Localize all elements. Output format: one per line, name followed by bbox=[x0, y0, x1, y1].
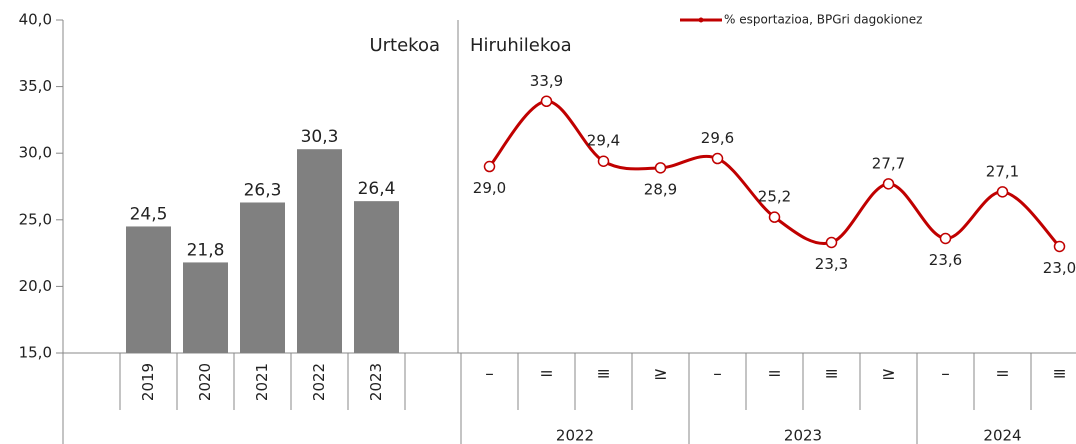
y-tick-label: 20,0 bbox=[19, 277, 52, 295]
marker bbox=[597, 155, 610, 167]
x-tick-label: = bbox=[995, 364, 1009, 384]
group-label: 2024 bbox=[983, 427, 1021, 444]
x-tick-label: ≥ bbox=[881, 364, 895, 384]
marker bbox=[711, 152, 724, 165]
x-tick-label: = bbox=[767, 364, 781, 384]
data-label: 26,3 bbox=[244, 180, 282, 200]
y-tick-label: 35,0 bbox=[19, 77, 52, 95]
x-tick-label: ≡ bbox=[1052, 364, 1066, 384]
x-tick-label: ≡ bbox=[824, 364, 838, 384]
bar bbox=[354, 201, 399, 353]
data-label: 21,8 bbox=[187, 240, 225, 260]
x-tick-label: 2020 bbox=[196, 363, 214, 401]
legend-label: % esportazioa, BPGri dagokionez bbox=[724, 13, 922, 27]
marker bbox=[483, 160, 496, 173]
y-tick-label: 25,0 bbox=[19, 210, 52, 228]
x-tick-label: ≡ bbox=[596, 364, 610, 384]
bar bbox=[126, 226, 171, 353]
x-tick-label: 2023 bbox=[367, 363, 385, 401]
y-tick-label: 40,0 bbox=[19, 11, 52, 29]
group-label: 2022 bbox=[556, 427, 594, 444]
marker bbox=[939, 232, 952, 245]
data-label: 29,4 bbox=[587, 132, 620, 150]
x-tick-label: – bbox=[941, 364, 950, 384]
data-label: 29,6 bbox=[701, 129, 734, 147]
data-label: 28,9 bbox=[644, 180, 677, 198]
data-label: 27,7 bbox=[872, 154, 905, 172]
y-tick-label: 15,0 bbox=[19, 344, 52, 362]
x-tick-label: 2022 bbox=[310, 363, 328, 401]
x-tick-label: 2019 bbox=[139, 363, 157, 401]
data-label: 24,5 bbox=[130, 204, 168, 224]
x-tick-label: = bbox=[539, 364, 553, 384]
annotation: Urtekoa bbox=[369, 35, 440, 56]
data-label: 23,3 bbox=[815, 255, 848, 273]
marker bbox=[768, 211, 781, 223]
legend-marker bbox=[698, 17, 704, 23]
x-tick-label: – bbox=[485, 364, 494, 384]
data-label: 23,6 bbox=[929, 251, 962, 269]
x-tick-label: – bbox=[713, 364, 722, 384]
marker bbox=[996, 186, 1009, 198]
data-label: 30,3 bbox=[301, 127, 339, 147]
data-label: 23,0 bbox=[1043, 259, 1076, 277]
marker bbox=[540, 95, 553, 108]
bar bbox=[297, 149, 342, 353]
marker bbox=[1053, 240, 1066, 253]
data-label: 26,4 bbox=[358, 179, 396, 199]
data-label: 29,0 bbox=[473, 179, 506, 197]
marker bbox=[825, 236, 838, 249]
group-label: 2023 bbox=[784, 427, 822, 444]
marker bbox=[882, 178, 895, 190]
annotation: Hiruhilekoa bbox=[470, 35, 572, 56]
x-tick-label: 2021 bbox=[253, 363, 271, 401]
data-label: 33,9 bbox=[530, 72, 563, 90]
marker bbox=[654, 162, 667, 174]
y-tick-label: 30,0 bbox=[19, 144, 52, 162]
data-label: 25,2 bbox=[758, 188, 791, 206]
x-tick-label: ≥ bbox=[653, 364, 667, 384]
line bbox=[488, 99, 1061, 248]
bar bbox=[240, 202, 285, 353]
bar bbox=[183, 262, 228, 353]
data-label: 27,1 bbox=[986, 162, 1019, 180]
